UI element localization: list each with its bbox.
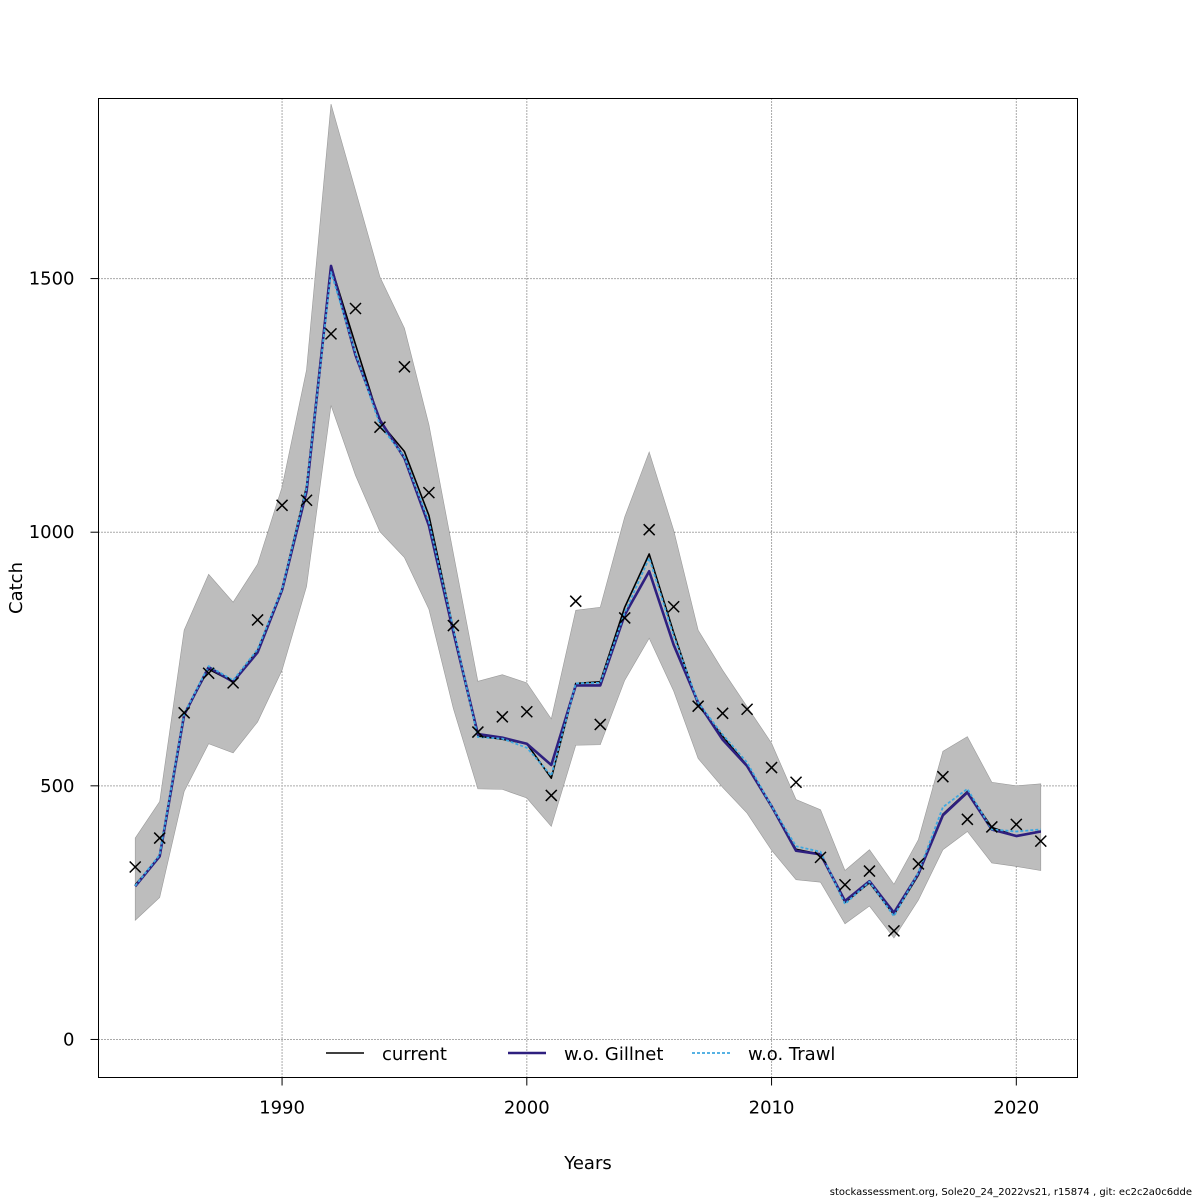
- observed-markers: [129, 302, 1047, 937]
- series-line-1: [134, 264, 1042, 914]
- observed-point: [373, 421, 386, 434]
- observed-point: [716, 707, 729, 720]
- observed-point: [545, 789, 558, 802]
- observed-point: [202, 667, 215, 680]
- observed-point: [912, 857, 925, 870]
- uncertainty-band: [134, 103, 1042, 939]
- series-line-2: [134, 271, 1041, 918]
- legend-label: w.o. Trawl: [748, 1044, 835, 1065]
- observed-point: [398, 360, 411, 373]
- x-tick-label: 2010: [749, 1098, 795, 1119]
- observed-point: [324, 327, 338, 340]
- observed-point: [1034, 835, 1047, 848]
- observed-point: [227, 676, 240, 689]
- observed-point: [667, 600, 680, 613]
- observed-point: [863, 865, 876, 878]
- observed-point: [741, 703, 754, 716]
- observed-point: [349, 302, 362, 315]
- observed-point: [569, 595, 582, 608]
- observed-point: [447, 619, 460, 632]
- observed-point: [594, 718, 607, 731]
- observed-point: [471, 726, 484, 739]
- footer-credit: stockassessment.org, Sole20_24_2022vs21,…: [829, 1187, 1192, 1198]
- observed-point: [153, 832, 166, 845]
- x-tick-label: 1990: [259, 1098, 305, 1119]
- y-tick-label: 1000: [29, 522, 75, 543]
- observed-point: [790, 776, 803, 789]
- plot-frame: [98, 98, 1078, 1078]
- series-lines: [134, 264, 1042, 918]
- observed-point: [887, 924, 900, 937]
- observed-point: [961, 813, 974, 826]
- observed-point: [1010, 818, 1023, 831]
- legend-label: w.o. Gillnet: [564, 1044, 663, 1065]
- y-axis-label: Catch: [6, 562, 27, 614]
- confidence-band: [134, 103, 1042, 939]
- observed-point: [276, 499, 289, 512]
- observed-point: [129, 860, 142, 874]
- observed-point: [618, 611, 631, 624]
- observed-point: [765, 761, 778, 774]
- observed-point: [838, 878, 852, 891]
- y-tick-label: 500: [40, 776, 74, 797]
- observed-point: [520, 705, 533, 718]
- y-axis: 0 500 1000 1500: [29, 269, 99, 1050]
- x-tick-label: 2020: [993, 1098, 1039, 1119]
- observed-point: [985, 820, 998, 833]
- legend-label: current: [382, 1044, 447, 1065]
- observed-point: [692, 700, 705, 713]
- x-tick-label: 2000: [504, 1098, 550, 1119]
- legend: current w.o. Gillnet w.o. Trawl: [326, 1044, 835, 1065]
- observed-point: [643, 523, 656, 536]
- observed-point: [814, 851, 827, 864]
- y-tick-label: 0: [63, 1029, 74, 1050]
- observed-point: [496, 710, 509, 723]
- observed-point: [178, 706, 191, 719]
- observed-point: [936, 770, 949, 783]
- x-axis: 1990 2000 2010 2020: [259, 1077, 1039, 1119]
- observed-point: [251, 613, 264, 626]
- y-tick-label: 1500: [29, 269, 75, 290]
- x-axis-label: Years: [563, 1153, 612, 1174]
- observed-point: [422, 486, 435, 499]
- observed-point: [300, 494, 313, 507]
